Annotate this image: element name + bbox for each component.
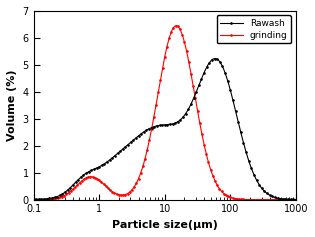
grinding [289,198,293,201]
Rawash [132,138,136,141]
Rawash [32,198,36,201]
Rawash [62,192,66,195]
grinding [32,198,36,201]
grinding [77,182,81,185]
Legend: Rawash, grinding: Rawash, grinding [216,15,291,43]
grinding [144,155,147,158]
grinding [132,185,136,188]
grinding [261,198,264,201]
Rawash [77,178,81,180]
Rawash [213,57,217,60]
Rawash [289,198,293,201]
Rawash [261,188,264,191]
Rawash [294,198,298,201]
X-axis label: Particle size(μm): Particle size(μm) [112,220,218,230]
Line: grinding: grinding [32,24,297,201]
grinding [175,24,178,27]
grinding [294,198,298,201]
Y-axis label: Volume (%): Volume (%) [7,69,17,141]
Line: Rawash: Rawash [32,57,297,201]
Rawash [144,129,147,132]
grinding [62,195,66,197]
